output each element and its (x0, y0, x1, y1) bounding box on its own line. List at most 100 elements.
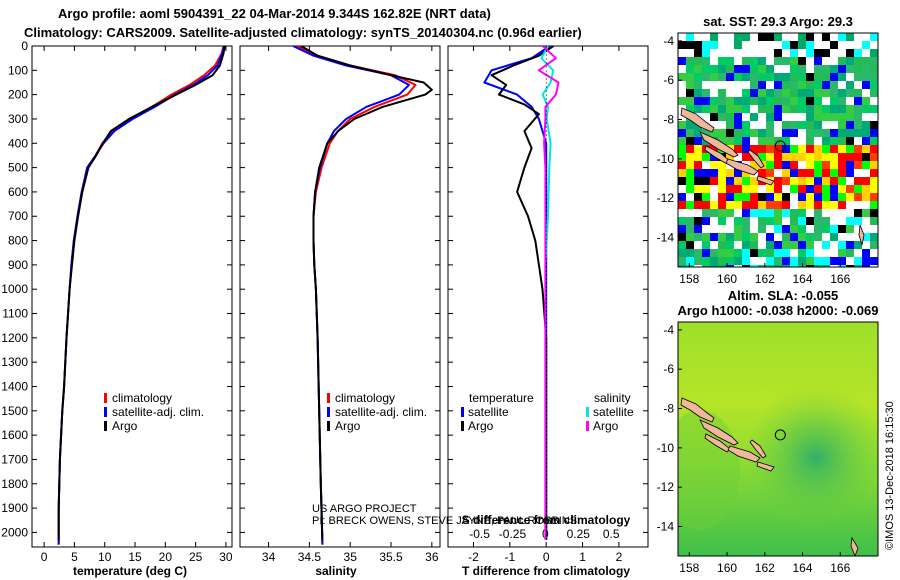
sst-cell (830, 201, 838, 209)
depth-tick-label: 1200 (1, 331, 28, 345)
sst-cell (686, 121, 694, 129)
difference-legend: temperature satellite Argo salinity sate… (461, 391, 634, 433)
sst-cell (814, 265, 822, 267)
sst-cell (854, 233, 862, 241)
sst-cell (870, 249, 878, 257)
depth-tick-label: 1400 (1, 379, 28, 393)
sst-cell (726, 201, 734, 209)
pi-credit: PI: BRECK OWENS, STEVE JAYNE, PAUL ROBBI… (312, 515, 577, 527)
sst-cell (774, 129, 782, 137)
sst-cell (694, 97, 702, 105)
sst-cell (806, 169, 814, 177)
sst-cell (742, 153, 750, 161)
sst-cell (742, 249, 750, 257)
sst-cell (798, 241, 806, 249)
sst-cell (798, 65, 806, 73)
s-difference-x-axis: -0.5 -0.25 0 0.25 0.5 (469, 527, 620, 541)
island-bougainville (680, 107, 715, 133)
sst-cell (870, 169, 878, 177)
sst-cell (838, 233, 846, 241)
sst-cell (854, 265, 862, 267)
sst-cell (694, 201, 702, 209)
sst-cell (854, 201, 862, 209)
lat-tick-label: -10 (657, 152, 675, 166)
sst-cell (790, 89, 798, 97)
sst-cell (870, 113, 878, 121)
legend-label-satellite: satellite-adj. clim. (335, 405, 427, 419)
sst-cell (782, 113, 790, 121)
sst-cell (702, 177, 710, 185)
sst-cell (806, 225, 814, 233)
sst-cell (702, 73, 710, 81)
sst-cell (782, 57, 790, 65)
sst-cell (734, 193, 742, 201)
sst-cell (694, 241, 702, 249)
sst-cell (822, 201, 830, 209)
legend-swatch-s-argo (586, 421, 589, 431)
sst-cell (774, 185, 782, 193)
sst-cell (806, 57, 814, 65)
sst-cell (862, 265, 870, 267)
sst-cell (734, 241, 742, 249)
sst-cell (846, 249, 854, 257)
sst-cell (790, 249, 798, 257)
series-argo (57, 46, 226, 540)
sst-cell (734, 209, 742, 217)
sst-cell (758, 257, 766, 265)
sst-cell (846, 209, 854, 217)
sst-cell (710, 105, 718, 113)
sst-cell (870, 177, 878, 185)
sst-cell (758, 33, 766, 41)
sst-cell (790, 81, 798, 89)
sst-cell (774, 89, 782, 97)
sst-cell (798, 209, 806, 217)
project-credit: US ARGO PROJECT (312, 503, 417, 515)
sst-cell (814, 257, 822, 265)
sst-cell (726, 105, 734, 113)
sst-cell (838, 129, 846, 137)
sst-cell (734, 81, 742, 89)
sst-cell (702, 201, 710, 209)
sst-cell (806, 121, 814, 129)
sst-cell (798, 113, 806, 121)
sst-cell (734, 169, 742, 177)
sst-cell (694, 105, 702, 113)
sst-cell (870, 137, 878, 145)
sst-cell (846, 129, 854, 137)
legend-label-climatology: climatology (335, 391, 395, 405)
sst-cell (790, 169, 798, 177)
sst-cell (790, 137, 798, 145)
temperature-series (57, 46, 226, 545)
lon-tick-label: 164 (793, 272, 813, 286)
sst-cell (870, 217, 878, 225)
sst-cell (870, 121, 878, 129)
legend-title-temperature: temperature (469, 391, 534, 405)
sst-cell (822, 137, 830, 145)
sst-cell (686, 169, 694, 177)
sst-cell (758, 121, 766, 129)
sst-cell (726, 241, 734, 249)
legend-label-argo: Argo (112, 419, 138, 433)
sst-cell (758, 185, 766, 193)
sst-cell (782, 65, 790, 73)
sst-cell (742, 201, 750, 209)
sst-cell (822, 105, 830, 113)
depth-tick-label: 1500 (1, 404, 28, 418)
lat-tick-label: -12 (657, 191, 675, 205)
sst-cell (766, 113, 774, 121)
x-tick-label: 34 (262, 550, 276, 564)
legend-label-s-argo: Argo (593, 419, 619, 433)
depth-tick-label: 0 (21, 39, 28, 53)
sst-cell (862, 193, 870, 201)
sst-cell (830, 89, 838, 97)
sst-cell (734, 265, 742, 267)
lat-tick-label: -4 (663, 34, 674, 48)
sst-cell (710, 161, 718, 169)
island-malaita (749, 439, 767, 459)
sst-cell (798, 257, 806, 265)
sst-cell (814, 201, 822, 209)
sst-cell (734, 201, 742, 209)
sst-land (680, 107, 865, 246)
x-tick-label: 10 (98, 550, 112, 564)
sst-cell (830, 121, 838, 129)
